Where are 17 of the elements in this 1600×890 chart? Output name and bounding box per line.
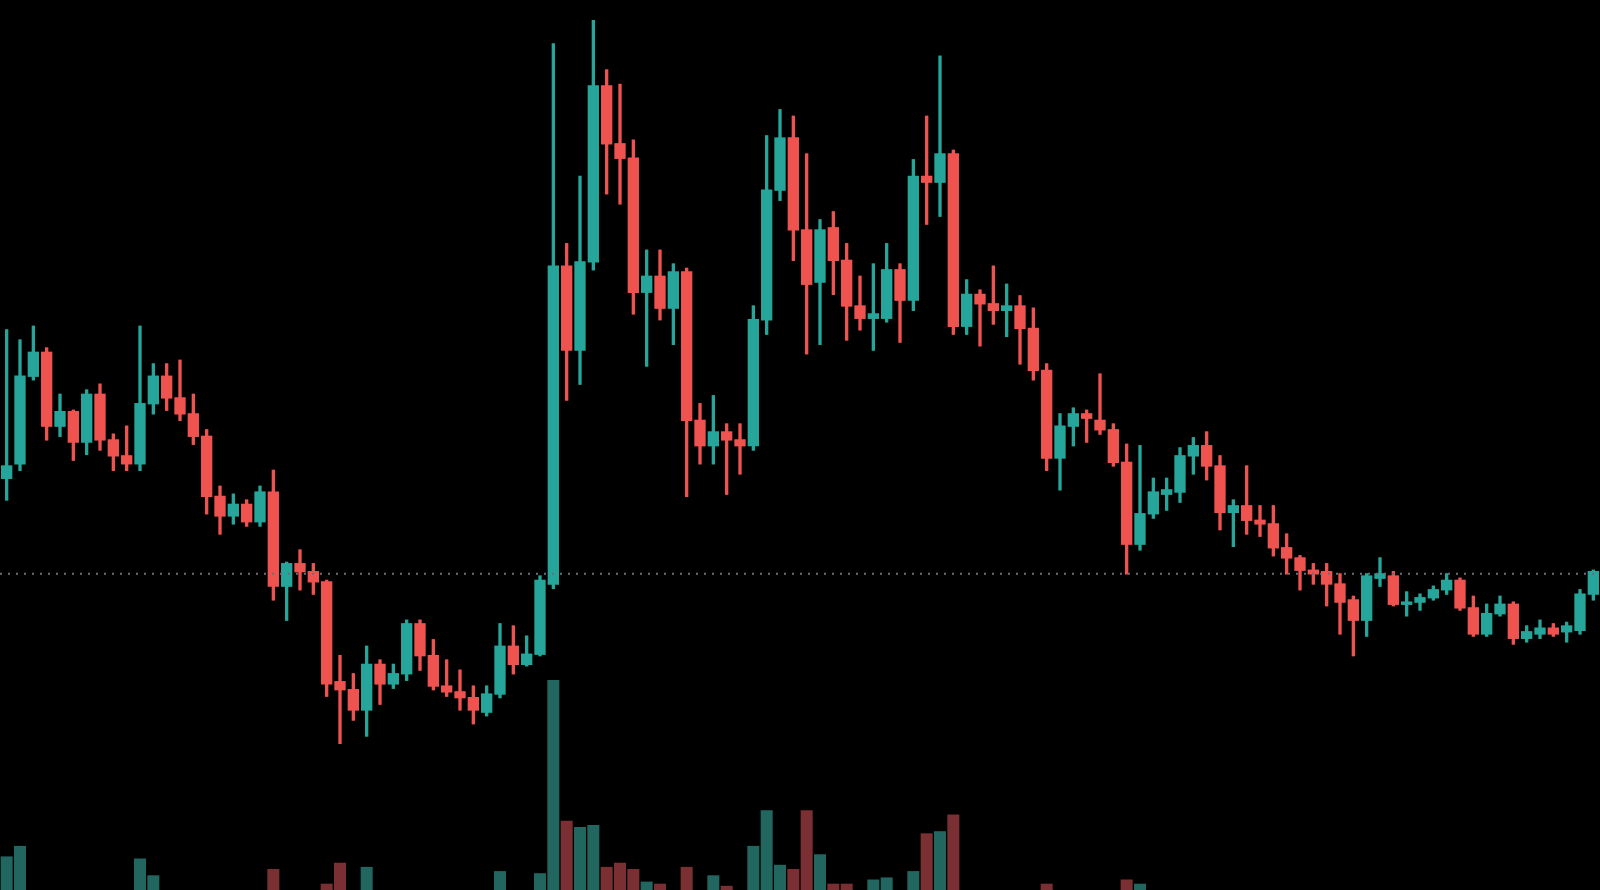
bar	[494, 871, 506, 890]
bar	[654, 883, 666, 890]
bar	[814, 854, 826, 890]
bar	[1120, 879, 1133, 890]
bar	[947, 814, 960, 890]
bar	[920, 833, 933, 890]
bar	[1134, 883, 1146, 890]
candlestick	[934, 55, 946, 217]
bar	[267, 869, 280, 890]
bar	[1040, 883, 1053, 890]
bar	[934, 831, 946, 890]
bar	[560, 820, 573, 890]
bar	[360, 866, 373, 890]
bar	[680, 866, 693, 890]
bar	[640, 881, 653, 890]
bar	[707, 875, 720, 890]
bar	[907, 871, 920, 890]
